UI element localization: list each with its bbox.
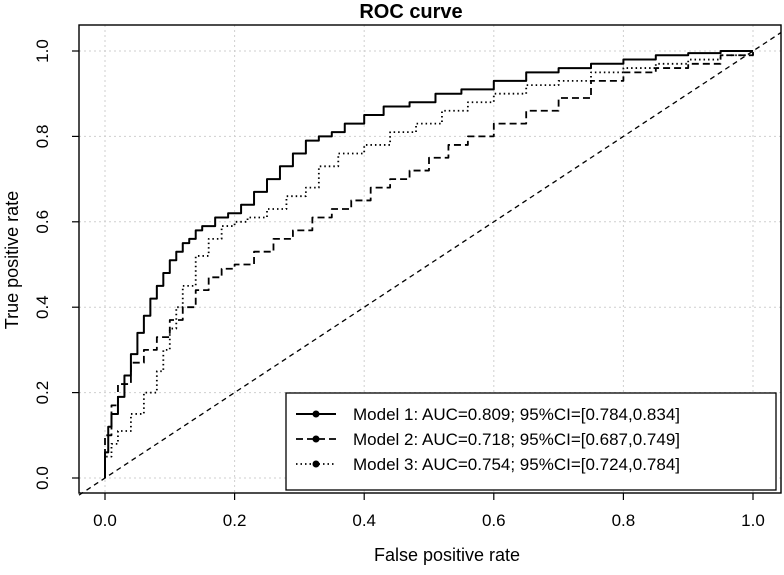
- legend: Model 1: AUC=0.809; 95%CI=[0.784,0.834] M…: [285, 392, 777, 491]
- series-line-model-2: [104, 51, 754, 478]
- legend-marker: [312, 435, 320, 443]
- y-tick-label: 0.0: [33, 466, 52, 490]
- y-axis-label: True positive rate: [2, 191, 22, 329]
- axis-ticks: 0.0 0.2 0.4 0.6 0.8 1.0 0.0 0.2 0.4 0.6 0.8 1.0: [33, 39, 765, 530]
- x-tick-label: 0.6: [482, 511, 506, 530]
- x-tick-label: 1.0: [741, 511, 765, 530]
- x-tick-label: 0.0: [93, 511, 117, 530]
- x-tick-label: 0.8: [612, 511, 636, 530]
- y-tick-label: 0.2: [33, 381, 52, 405]
- series-lines: [104, 50, 754, 478]
- y-tick-label: 0.6: [33, 210, 52, 234]
- series-line-model-3: [104, 51, 754, 478]
- y-tick-label: 1.0: [33, 39, 52, 63]
- x-tick-label: 0.2: [223, 511, 247, 530]
- x-axis-label: False positive rate: [374, 545, 520, 565]
- legend-marker: [312, 460, 320, 468]
- legend-marker: [312, 410, 320, 418]
- y-tick-label: 0.8: [33, 125, 52, 149]
- legend-box: [285, 392, 777, 491]
- plot-frame: [78, 24, 782, 494]
- legend-label: Model 2: AUC=0.718; 95%CI=[0.687,0.749]: [353, 430, 680, 449]
- x-tick-label: 0.4: [352, 511, 376, 530]
- y-tick-label: 0.4: [33, 295, 52, 319]
- chart-title: ROC curve: [359, 1, 462, 23]
- legend-label: Model 3: AUC=0.754; 95%CI=[0.724,0.784]: [353, 455, 680, 474]
- series-line-model-1: [104, 50, 753, 478]
- legend-label: Model 1: AUC=0.809; 95%CI=[0.784,0.834]: [353, 405, 680, 424]
